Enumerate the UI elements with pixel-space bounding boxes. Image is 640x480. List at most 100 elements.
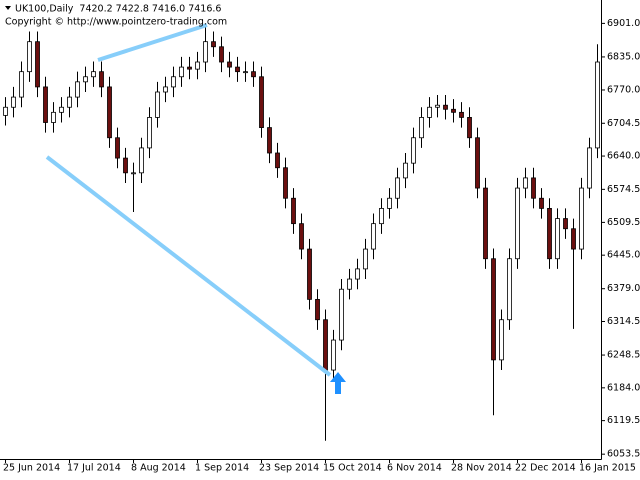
y-tick-label: 6314.5 — [607, 316, 640, 327]
candle-body — [171, 76, 176, 88]
x-tick-label: 23 Sep 2014 — [259, 463, 319, 474]
candle-body — [379, 208, 384, 225]
y-tick-label: 6901.0 — [607, 18, 640, 29]
candle-body — [163, 86, 168, 93]
candle-body — [243, 71, 248, 74]
candle-body — [3, 106, 8, 116]
x-tick-label: 16 Jan 2015 — [579, 463, 636, 474]
candle-body — [283, 167, 288, 199]
candle-body — [451, 108, 456, 113]
candle-body — [323, 319, 328, 371]
candle-body — [27, 41, 32, 73]
buy-arrow — [330, 372, 346, 394]
trend-line — [97, 23, 208, 62]
candle-body — [35, 41, 40, 88]
candle-body — [139, 147, 144, 174]
candle-body — [579, 187, 584, 250]
candle-body — [395, 177, 400, 199]
candle-body — [331, 339, 336, 371]
y-tick-label: 6248.5 — [607, 350, 640, 361]
x-tick-label: 6 Nov 2014 — [387, 463, 442, 474]
candle-body — [523, 177, 528, 189]
candle-body — [491, 258, 496, 361]
x-tick-label: 17 Jul 2014 — [67, 463, 121, 474]
candle-body — [467, 117, 472, 139]
y-tick-label: 6770.0 — [607, 84, 640, 95]
candle-body — [275, 152, 280, 169]
chart-title: UK100,Daily 7420.2 7422.8 7416.0 7416.6 — [15, 4, 221, 15]
y-tick-label: 6184.0 — [607, 382, 640, 393]
candle-body — [531, 177, 536, 199]
candle-body — [211, 41, 216, 48]
candle-body — [403, 162, 408, 179]
candle-body — [131, 172, 136, 175]
candle-body — [339, 288, 344, 341]
candle-body — [19, 71, 24, 98]
candle-body — [219, 46, 224, 63]
candle-body — [315, 298, 320, 321]
candle-body — [355, 268, 360, 280]
y-tick-label: 6574.5 — [607, 184, 640, 195]
candle-body — [571, 228, 576, 250]
y-tick-label: 6119.5 — [607, 415, 640, 426]
y-tick-label: 6379.0 — [607, 283, 640, 294]
candle-body — [51, 111, 56, 123]
candle-body — [595, 61, 600, 149]
menu-triangle — [5, 6, 11, 10]
candle-body — [187, 66, 192, 70]
candles — [3, 23, 600, 441]
candle-body — [539, 197, 544, 209]
candle-body — [123, 157, 128, 174]
x-tick-label: 22 Dec 2014 — [515, 463, 576, 474]
candle-body — [347, 278, 352, 290]
candle-body — [83, 76, 88, 83]
candle-body — [387, 197, 392, 209]
candle-body — [115, 137, 120, 159]
candle-body — [11, 96, 16, 108]
candle-body — [483, 187, 488, 260]
x-tick-label: 15 Oct 2014 — [323, 463, 382, 474]
candle-body — [411, 137, 416, 164]
candle-body — [307, 248, 312, 300]
y-tick-label: 6835.0 — [607, 51, 640, 62]
candle-body — [147, 117, 152, 149]
candle-body — [203, 41, 208, 63]
candle-body — [515, 187, 520, 260]
candle-body — [547, 208, 552, 260]
y-tick-label: 6509.5 — [607, 217, 640, 228]
candle-body — [235, 66, 240, 73]
candle-body — [67, 96, 72, 108]
candle-body — [91, 71, 96, 78]
x-tick-label: 8 Aug 2014 — [131, 463, 186, 474]
candle-body — [259, 76, 264, 128]
candle-body — [179, 66, 184, 78]
candle-body — [99, 71, 104, 88]
candle-body — [299, 223, 304, 250]
candle-body — [227, 61, 232, 68]
candle-body — [291, 197, 296, 225]
x-tick-label: 28 Nov 2014 — [451, 463, 512, 474]
candle-body — [419, 117, 424, 139]
candle-body — [555, 218, 560, 260]
candle-body — [443, 104, 448, 110]
candle-body — [587, 147, 592, 189]
y-tick-label: 6640.0 — [607, 151, 640, 162]
x-tick-label: 1 Sep 2014 — [195, 463, 249, 474]
candle-body — [267, 127, 272, 154]
candle-body — [459, 111, 464, 118]
y-tick-label: 6053.5 — [607, 449, 640, 460]
candle-body — [499, 319, 504, 361]
copyright: Copyright © http://www.pointzero-trading… — [5, 17, 227, 28]
candle-body — [75, 81, 80, 98]
candle-body — [435, 104, 440, 108]
candle-body — [195, 61, 200, 70]
candle-body — [363, 248, 368, 270]
candle-body — [507, 258, 512, 321]
candle-body — [155, 91, 160, 118]
candle-body — [475, 137, 480, 189]
trend-line — [45, 155, 332, 377]
candle-body — [371, 223, 376, 250]
y-tick-label: 6704.5 — [607, 118, 640, 129]
